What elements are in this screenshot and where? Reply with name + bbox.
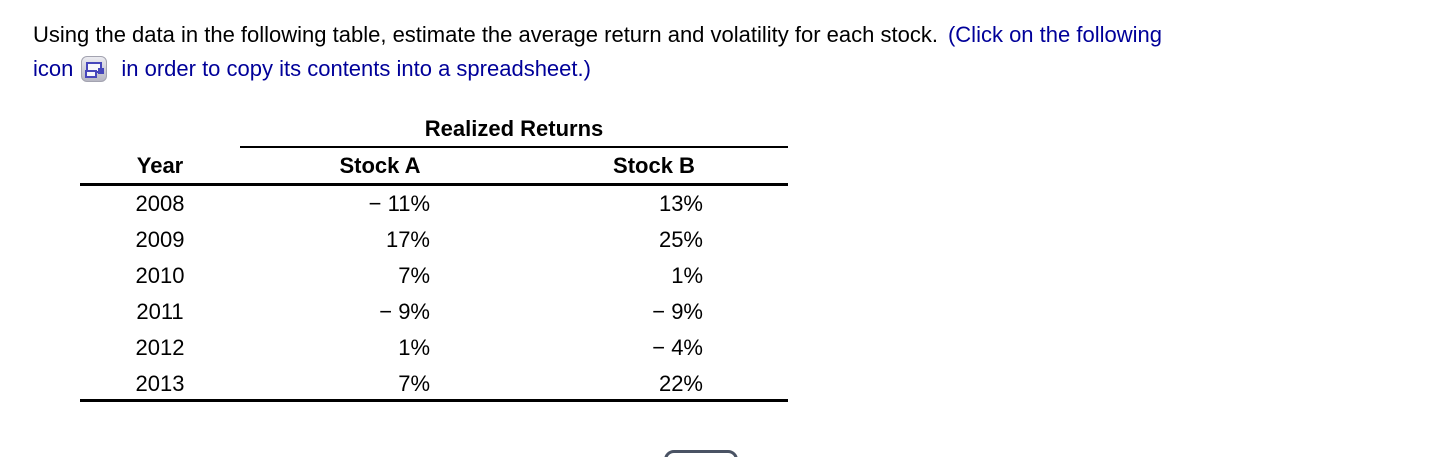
table-row-2013: 2013 7% 22% [80, 366, 788, 402]
column-header-stock-b: Stock B [613, 153, 695, 178]
table-column-header-row: Year Stock A Stock B [80, 148, 788, 186]
stock-b-value: 22% [658, 371, 703, 396]
question-line-2: icon in order to copy its contents into … [33, 52, 1162, 86]
copy-to-spreadsheet-icon[interactable] [81, 56, 108, 82]
stock-a-value: 7% [398, 263, 430, 288]
group-header-spacer [80, 112, 240, 148]
column-header-stock-a: Stock A [339, 153, 421, 178]
table-row-2010: 2010 7% 1% [80, 258, 788, 294]
question-sentence: Using the data in the following table, e… [33, 22, 938, 47]
stock-a-value: − 11% [368, 191, 430, 216]
table-group-header-row: Realized Returns [80, 112, 788, 148]
click-note-icon-word: icon [33, 56, 74, 81]
stock-a-value: 1% [398, 335, 430, 360]
question-line-1: Using the data in the following table, e… [33, 18, 1162, 52]
year-value: 2010 [135, 263, 185, 288]
copy-icon-front-window [85, 70, 98, 78]
table-row-2011: 2011 − 9% − 9% [80, 294, 788, 330]
year-value: 2011 [136, 299, 184, 324]
year-value: 2008 [135, 191, 185, 216]
click-note-part-1: (Click on the following [947, 22, 1162, 47]
stock-a-value: 17% [385, 227, 430, 252]
stock-b-value: − 9% [652, 299, 703, 324]
realized-returns-table: Realized Returns Year Stock A Stock B 20… [80, 112, 788, 402]
partially-visible-button[interactable] [664, 450, 738, 457]
year-value: 2013 [135, 371, 185, 396]
table-row-2009: 2009 17% 25% [80, 222, 788, 258]
group-header-realized-returns: Realized Returns [240, 112, 788, 148]
copy-icon-corner-tab [98, 68, 105, 74]
year-value: 2009 [135, 227, 185, 252]
column-header-year: Year [136, 153, 184, 178]
stock-b-value: 1% [671, 263, 703, 288]
question-text: Using the data in the following table, e… [33, 18, 1162, 86]
stock-b-value: 25% [658, 227, 703, 252]
table-row-2012: 2012 1% − 4% [80, 330, 788, 366]
stock-a-value: 7% [398, 371, 430, 396]
click-note-part-2: in order to copy its contents into a spr… [121, 56, 591, 81]
table-row-2008: 2008 − 11% 13% [80, 186, 788, 222]
year-value: 2012 [135, 335, 185, 360]
stock-b-value: − 4% [652, 335, 703, 360]
stock-b-value: 13% [658, 191, 703, 216]
stock-a-value: − 9% [379, 299, 430, 324]
